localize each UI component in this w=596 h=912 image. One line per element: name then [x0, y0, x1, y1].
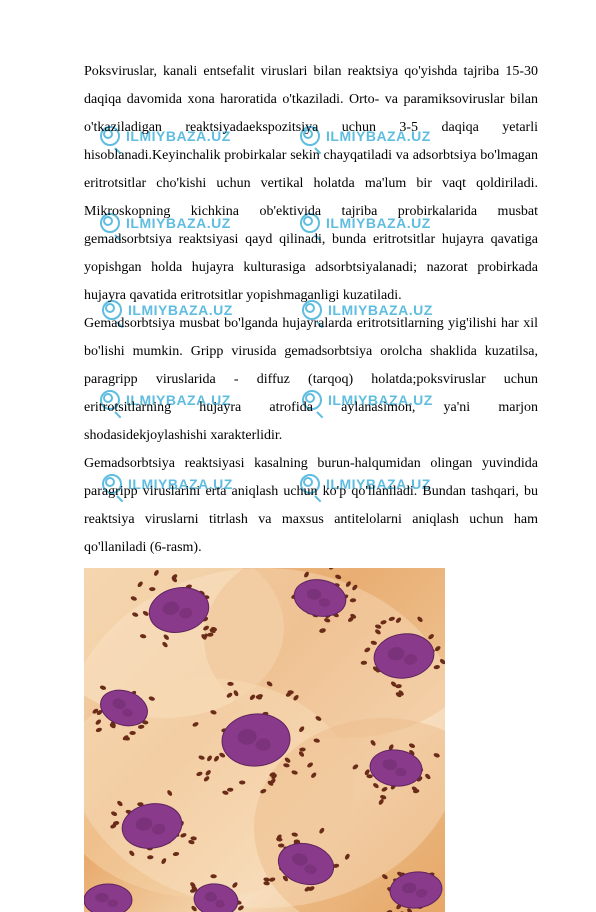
page: ILMIYBAZA.UZILMIYBAZA.UZILMIYBAZA.UZILMI… — [0, 0, 596, 842]
paragraph-1: Poksviruslar, kanali entsefalit viruslar… — [84, 58, 538, 310]
paragraph-2: Gemadsorbtsiya musbat bo'lganda hujayral… — [84, 310, 538, 450]
microscopy-svg — [84, 568, 445, 912]
paragraph-3: Gemadsorbtsiya reaktsiyasi kasalning bur… — [84, 450, 538, 562]
microscopy-figure — [84, 568, 445, 912]
